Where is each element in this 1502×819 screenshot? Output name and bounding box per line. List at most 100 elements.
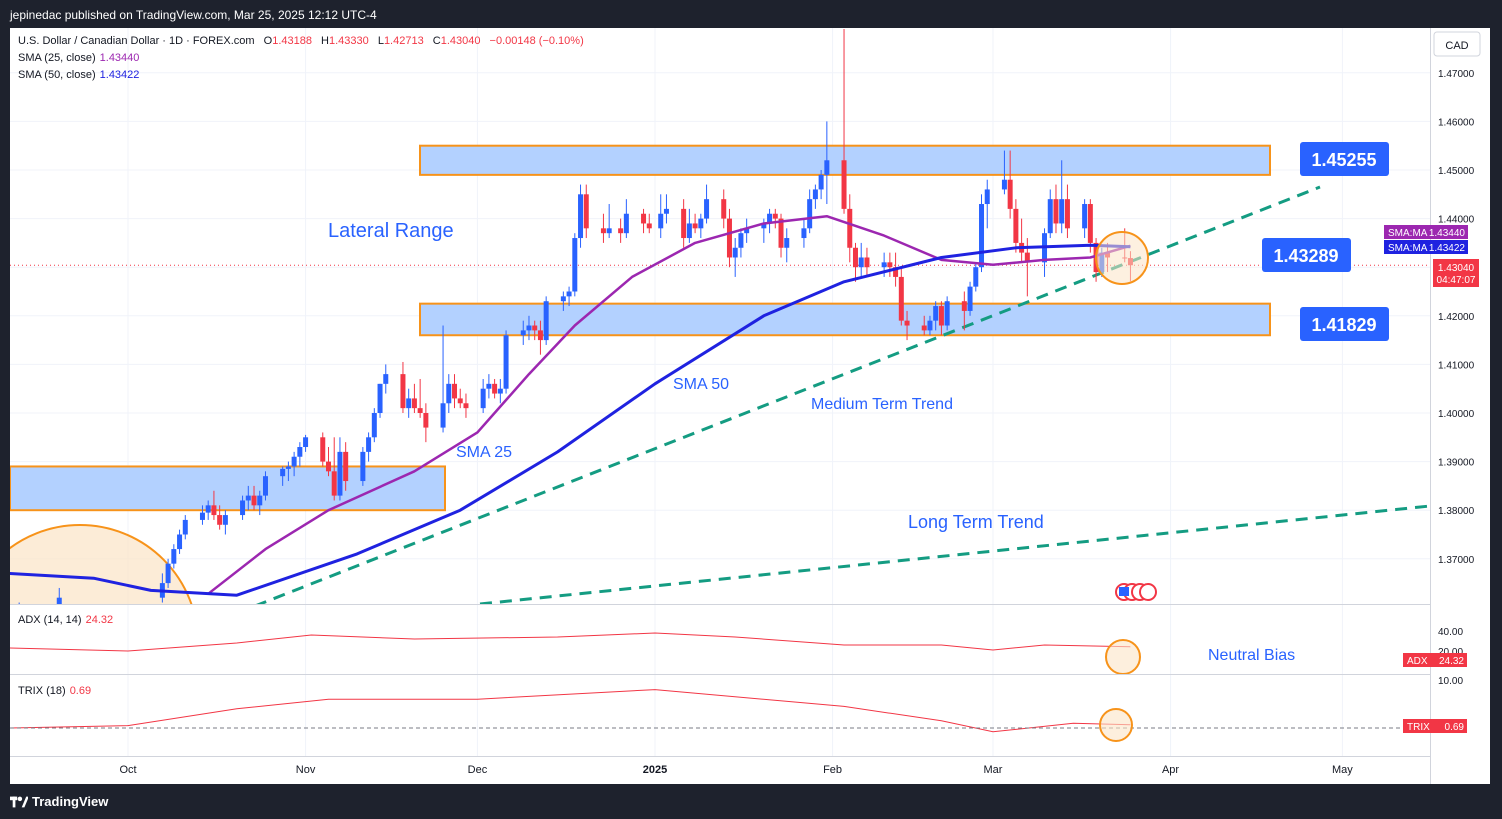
candle-body	[784, 238, 790, 248]
legend-sma50[interactable]: SMA (50, close) 1.43422	[18, 69, 139, 81]
highlight-circle-large	[10, 524, 193, 604]
adx-tick-label: 40.00	[1438, 627, 1463, 638]
sma50-badge: SMA:MA 1.43422	[1384, 240, 1468, 254]
candle-body	[280, 468, 286, 477]
legend-symbol: U.S. Dollar / Canadian Dollar · 1D · FOR…	[18, 35, 255, 47]
footer-bar: TradingView	[0, 784, 1502, 819]
last-price-badge: 1.43040 04:47:07	[1433, 259, 1479, 287]
candle-body	[847, 208, 853, 248]
chart-canvas[interactable]: 1.470001.460001.450001.440001.430001.420…	[7, 28, 1490, 784]
legend-sma25[interactable]: SMA (25, close) 1.43440	[18, 52, 139, 64]
legend-h-label: H	[321, 35, 329, 47]
level-box-upper[interactable]: 1.45255	[1300, 142, 1389, 176]
candle-body	[1087, 204, 1093, 243]
candle-body	[211, 505, 217, 516]
candle-body	[984, 189, 990, 205]
trix-badge: TRIX 0.69	[1403, 719, 1467, 733]
candle-body	[303, 437, 309, 448]
candle-body	[366, 437, 372, 452]
candle-body	[663, 208, 669, 214]
time-tick-label: Apr	[1162, 764, 1179, 776]
legend-adx-value: 24.32	[85, 614, 114, 626]
candle-body	[893, 267, 899, 277]
candle-body	[486, 383, 492, 389]
tradingview-logo-icon	[10, 796, 28, 807]
candle-body	[400, 374, 406, 409]
price-tick-label: 1.40000	[1438, 409, 1475, 420]
candle-body	[1024, 252, 1030, 263]
time-tick-label: May	[1332, 764, 1353, 776]
candle-body	[240, 500, 246, 516]
candle-body	[801, 228, 807, 239]
trix-tick-label: 10.00	[1438, 676, 1463, 687]
medium-trend-label: Medium Term Trend	[811, 396, 953, 413]
candle-body	[532, 325, 538, 331]
sma25-line	[207, 214, 1131, 595]
candle-body	[520, 330, 526, 336]
highlight-circle-price	[1095, 231, 1149, 285]
candle-body	[767, 213, 773, 224]
candle-body	[297, 447, 303, 457]
candle-body	[171, 549, 177, 564]
candle-body	[681, 208, 687, 239]
sma50-line	[10, 243, 1131, 597]
zone-left	[10, 465, 446, 512]
adx-tick-label: 20.00	[1438, 647, 1463, 658]
price-tick-label: 1.42000	[1438, 312, 1475, 323]
candle-body	[761, 223, 767, 229]
candle-body	[446, 383, 452, 404]
medium-term-trendline	[255, 185, 1321, 604]
candle-body	[199, 512, 205, 520]
candle-body	[331, 471, 337, 496]
candle-body	[406, 398, 412, 409]
candle-body	[807, 199, 813, 229]
candle-body	[1064, 199, 1070, 229]
candle-body	[618, 228, 624, 234]
candle-body	[721, 199, 727, 219]
legend-sma50-label: SMA (50, close)	[18, 69, 96, 81]
candle-body	[497, 388, 503, 394]
time-tick-label: 2025	[643, 764, 667, 776]
level-box-lower[interactable]: 1.41829	[1300, 307, 1389, 341]
legend-l-label: L	[377, 35, 384, 47]
candle-body	[606, 228, 612, 234]
candle-body	[818, 174, 824, 190]
tradingview-logo[interactable]: TradingView	[10, 794, 108, 809]
legend-sma25-label: SMA (25, close)	[18, 52, 96, 64]
legend-sma25-value: 1.43440	[99, 52, 140, 64]
sma25-label: SMA 25	[456, 444, 512, 461]
currency-button[interactable]	[1433, 31, 1481, 57]
event-flags-icon[interactable]	[1115, 583, 1157, 601]
candle-body	[56, 597, 62, 604]
price-tick-label: 1.45000	[1438, 166, 1475, 177]
candle-body	[864, 257, 870, 268]
legend-trix[interactable]: TRIX (18) 0.69	[18, 685, 91, 697]
price-tick-label: 1.41000	[1438, 360, 1475, 371]
candle-body	[967, 286, 973, 311]
chart-background	[10, 28, 1490, 784]
candle-body	[979, 204, 985, 268]
candle-body	[852, 247, 858, 268]
highlight-circle-trix	[1099, 708, 1133, 742]
candle-body	[537, 330, 543, 341]
candle-body	[933, 306, 939, 321]
candle-body	[623, 213, 629, 234]
sma25-badge: SMA:MA 1.43440	[1384, 225, 1468, 239]
candle-body	[320, 437, 326, 462]
candle-body	[738, 233, 744, 248]
candle-body	[692, 223, 698, 229]
candle-body	[411, 398, 417, 409]
candle-body	[1053, 199, 1059, 224]
level-upper-text: 1.45255	[1311, 150, 1376, 170]
candle-body	[543, 301, 549, 341]
moving-averages	[10, 214, 1131, 597]
legend-adx[interactable]: ADX (14, 14) 24.32	[18, 614, 113, 626]
level-box-mid[interactable]: 1.43289	[1262, 238, 1351, 272]
legend-adx-label: ADX (14, 14)	[18, 614, 82, 626]
candle-body	[526, 325, 532, 331]
candle-body	[251, 495, 257, 506]
time-tick-label: Oct	[119, 764, 136, 776]
sma50-badge-tag: SMA:MA	[1388, 243, 1428, 254]
publish-bar: jepinedac published on TradingView.com, …	[0, 0, 1502, 28]
sma25-badge-tag: SMA:MA	[1388, 228, 1428, 239]
